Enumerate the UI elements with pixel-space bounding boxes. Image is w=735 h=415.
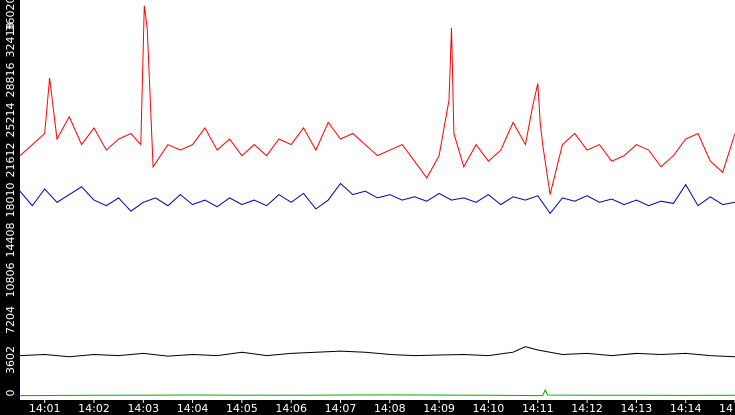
- series-line-3: [19, 388, 735, 397]
- y-tick-label: 21612: [4, 143, 17, 178]
- series-line-1: [19, 182, 735, 215]
- x-tick-label: 14:06: [275, 402, 307, 415]
- x-tick-label: 14: [719, 402, 733, 415]
- x-tick-label: 14:10: [473, 402, 505, 415]
- x-tick-label: 14:09: [423, 402, 455, 415]
- y-tick-label: 25214: [4, 103, 17, 138]
- x-axis-ticks: 14:01 14:02 14:03 14:04 14:05 14:06 14:07 14:08…: [29, 400, 735, 415]
- x-tick-label: 14:05: [226, 402, 258, 415]
- x-tick-label: 14:12: [571, 402, 603, 415]
- y-tick-label: 10806: [4, 263, 17, 298]
- x-axis-bar: [0, 400, 735, 415]
- x-tick-label: 14:08: [374, 402, 406, 415]
- y-tick-label: 14408: [4, 223, 17, 258]
- y-tick-label: 18010: [4, 183, 17, 218]
- y-tick-label: 7204: [4, 306, 17, 334]
- x-tick-label: 14:13: [621, 402, 653, 415]
- y-tick-label: 36020: [4, 0, 17, 32]
- x-tick-label: 14:04: [177, 402, 209, 415]
- x-tick-label: 14:07: [325, 402, 357, 415]
- series-line-2: [19, 346, 735, 358]
- y-axis-ticks: 0 3602 7204 10806 14408 18010 21612 25214 28816 3…: [4, 0, 17, 397]
- y-tick-label: 28816: [4, 63, 17, 98]
- x-tick-label: 14:03: [127, 402, 159, 415]
- series-line-0: [19, 5, 735, 195]
- x-tick-label: 14:14: [670, 402, 702, 415]
- y-tick-label: 0: [4, 390, 17, 397]
- x-tick-label: 14:11: [522, 402, 554, 415]
- x-tick-label: 14:02: [78, 402, 110, 415]
- y-axis-bar: [0, 0, 20, 415]
- y-tick-label: 3602: [4, 346, 17, 374]
- y-tick-label: 32418: [4, 23, 17, 58]
- series-layer: [19, 5, 735, 397]
- x-tick-label: 14:01: [29, 402, 61, 415]
